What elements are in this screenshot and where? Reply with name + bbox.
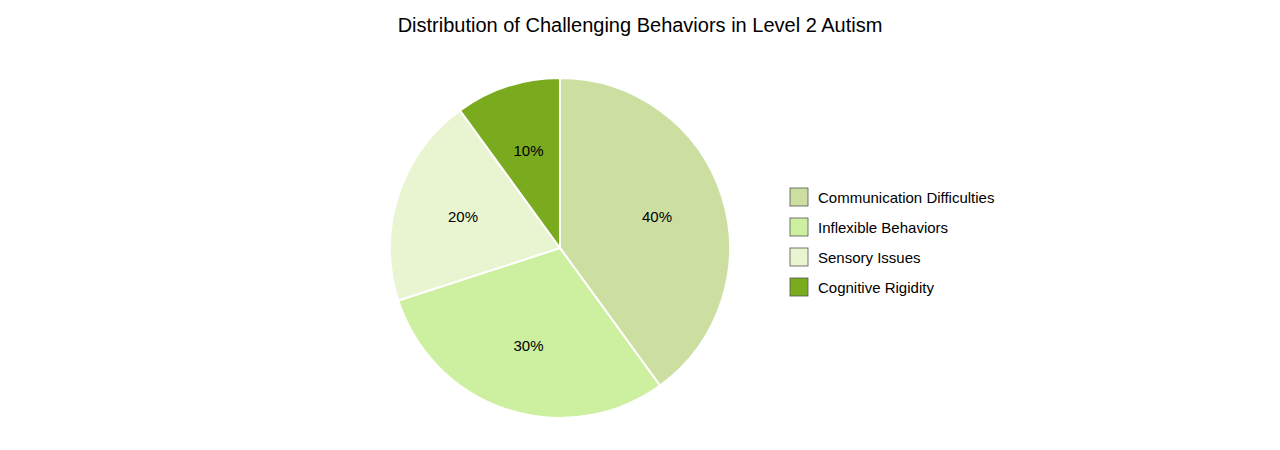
legend-label: Sensory Issues — [818, 249, 921, 266]
chart-title: Distribution of Challenging Behaviors in… — [398, 14, 883, 36]
legend-item: Inflexible Behaviors — [790, 218, 948, 236]
legend-label: Inflexible Behaviors — [818, 219, 948, 236]
data-label: 10% — [513, 142, 543, 159]
data-labels: 40% 30% 20% 10% — [448, 142, 672, 353]
legend-swatch — [790, 248, 808, 266]
legend-label: Cognitive Rigidity — [818, 279, 934, 296]
data-label: 20% — [448, 208, 478, 225]
legend-label: Communication Difficulties — [818, 189, 994, 206]
legend-swatch — [790, 218, 808, 236]
legend-item: Communication Difficulties — [790, 188, 994, 206]
chart-svg: Distribution of Challenging Behaviors in… — [0, 0, 1280, 450]
legend-swatch — [790, 278, 808, 296]
pie-group — [390, 78, 730, 418]
legend-item: Sensory Issues — [790, 248, 921, 266]
data-label: 30% — [513, 337, 543, 354]
legend-item: Cognitive Rigidity — [790, 278, 934, 296]
data-label: 40% — [642, 208, 672, 225]
legend: Communication Difficulties Inflexible Beh… — [790, 188, 994, 296]
legend-swatch — [790, 188, 808, 206]
